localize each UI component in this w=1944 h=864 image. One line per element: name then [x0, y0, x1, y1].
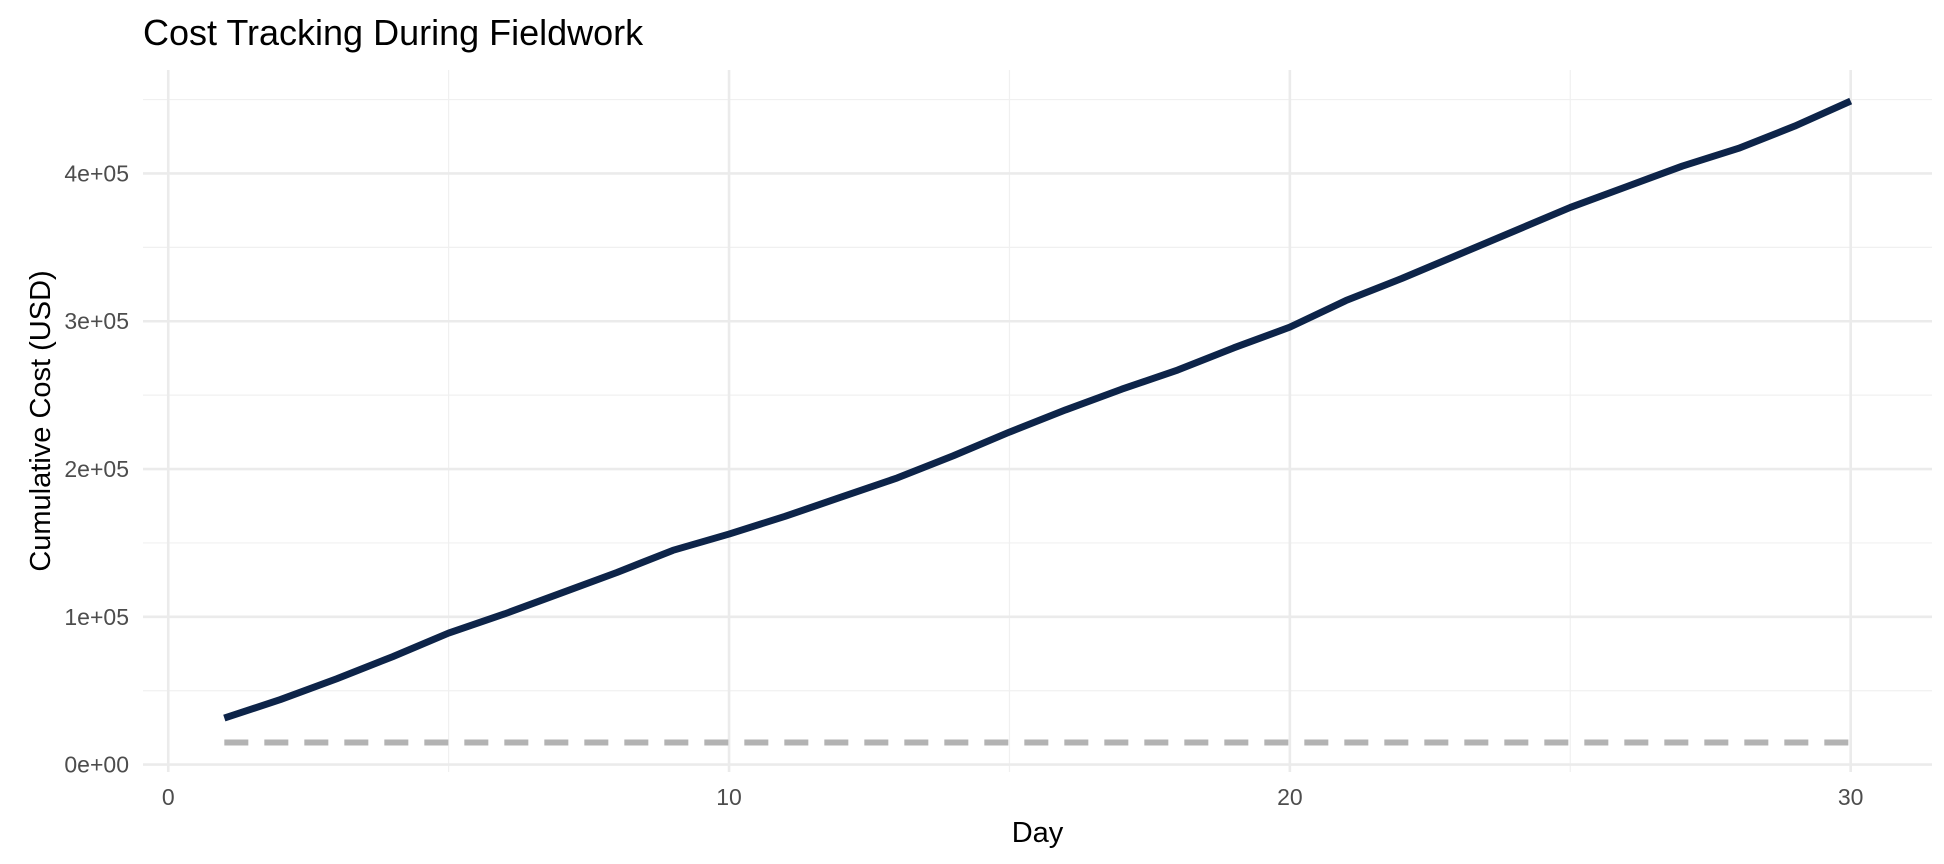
y-axis-label: Cumulative Cost (USD)	[25, 270, 57, 571]
x-tick-label: 10	[716, 784, 742, 810]
y-tick-label: 4e+05	[64, 160, 129, 186]
x-tick-label: 20	[1277, 784, 1303, 810]
chart-title: Cost Tracking During Fieldwork	[143, 12, 644, 53]
y-tick-label: 0e+00	[64, 752, 129, 778]
y-tick-label: 1e+05	[64, 604, 129, 630]
cumulative-cost-line	[223, 97, 1853, 722]
x-tick-label: 30	[1838, 784, 1864, 810]
x-tick-label: 0	[162, 784, 175, 810]
y-tick-label: 3e+05	[64, 308, 129, 334]
y-tick-label: 2e+05	[64, 456, 129, 482]
plot-area: 0 10 20 30 0e+00 1e+05 2e+05 3e+05 4e+05	[64, 70, 1932, 810]
x-axis-label: Day	[1012, 817, 1064, 849]
